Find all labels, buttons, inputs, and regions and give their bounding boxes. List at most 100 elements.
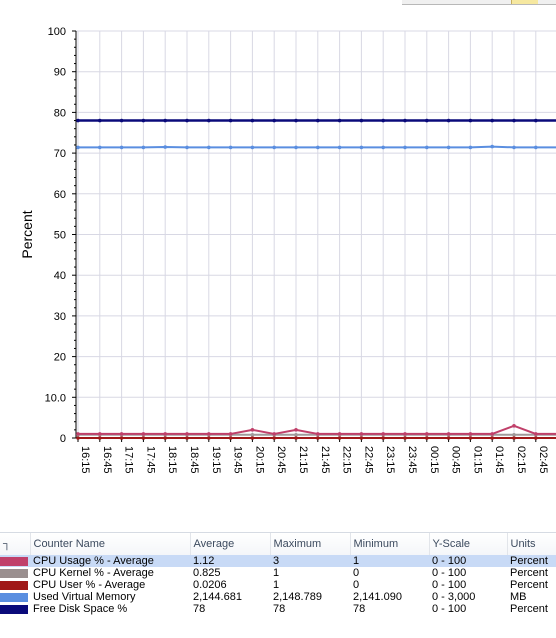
color-swatch-icon [0,604,28,614]
series-point [76,432,80,436]
series-swatch [0,591,30,603]
series-point [294,436,298,440]
counter-legend-table: ┐ Counter Name Average Maximum Minimum Y… [0,532,556,638]
series-point [250,428,255,432]
units-header[interactable]: Units [507,533,556,555]
series-point [207,432,211,436]
x-tick-label: 21:15 [297,446,309,474]
series-point [512,118,516,123]
series-point [98,118,102,123]
series-point [98,145,102,150]
x-tick-label: 16:45 [101,446,113,474]
series-swatch [0,579,30,591]
y-scale-header[interactable]: Y-Scale [429,533,508,555]
series-point [468,118,473,123]
series-point [98,436,102,440]
y-scale-value: 0 - 100 [432,603,467,615]
average-header[interactable]: Average [190,533,271,555]
counter-row-free-disk-space[interactable]: Free Disk Space % 78 78 78 0 - 100 Perce… [0,603,556,615]
color-column-header[interactable]: ┐ [0,533,31,555]
y-tick-label: 20 [54,352,66,364]
color-swatch-icon [0,556,28,566]
counter-row-cpu-usage[interactable]: CPU Usage % - Average 1.12 3 1 0 - 100 P… [0,555,556,567]
series-point [512,432,516,437]
series-swatch [0,603,30,615]
counter-row-cpu-kernel[interactable]: CPU Kernel % - Average 0.825 1 0 0 - 100… [0,567,556,579]
minimum-header[interactable]: Minimum [350,533,430,555]
maximum-header[interactable]: Maximum [270,533,351,555]
series-point [119,436,124,440]
average-value: 0.0206 [193,579,227,591]
y-scale-value: 0 - 100 [432,567,467,579]
y-tick-label: 90 [54,67,66,79]
series-point [185,432,189,436]
x-tick-label: 02:15 [515,446,527,474]
top-toolbar-fragment [402,0,556,5]
x-tick-label: 00:15 [428,446,440,474]
series-point [141,145,146,150]
series-point [490,144,495,149]
x-tick-label: 01:15 [471,446,483,474]
color-swatch-icon [0,580,28,590]
series-point [119,118,124,123]
counter-name: CPU User % - Average [33,579,146,591]
color-swatch-icon [0,568,28,578]
series-point [272,436,277,440]
series-point [534,436,538,440]
series-point [381,145,386,150]
series-point [294,428,298,432]
maximum-value: 78 [273,603,286,615]
series-point [446,145,451,150]
series-point [337,145,342,150]
series-point [337,436,342,440]
series-point [425,432,429,436]
series-point [446,432,451,436]
y-tick-label: 30 [54,311,66,323]
x-tick-label: 18:45 [188,446,200,474]
series-point [512,423,516,428]
series-point [250,118,255,123]
counter-name-header[interactable]: Counter Name [30,533,191,555]
x-tick-label: 17:15 [123,446,135,474]
series-point [534,432,538,436]
units-value: Percent [510,567,548,579]
series-point [337,432,342,436]
series-point [228,118,233,123]
series-point [490,118,495,123]
series-point [163,145,167,149]
x-tick-label: 20:15 [253,446,265,474]
counter-name: CPU Usage % - Average [30,555,190,567]
series-point [228,432,233,436]
x-tick-label: 20:45 [275,446,287,474]
series-point [534,145,538,150]
series-point [403,436,407,440]
x-tick-label: 19:45 [232,446,244,474]
counter-row-used-virtual-memory[interactable]: Used Virtual Memory 2,144.681 2,148.789 … [0,591,556,603]
x-tick-label: 21:45 [319,446,331,474]
minimum-value: 0 [353,567,360,579]
x-tick-label: 00:45 [450,446,462,474]
legend-header-row: ┐ Counter Name Average Maximum Minimum Y… [0,533,556,555]
chart-series [76,118,556,440]
series-point [250,432,255,437]
x-tick-label: 02:45 [537,446,549,474]
series-point [359,145,364,150]
series-point [207,436,211,440]
series-point [359,118,364,123]
y-tick-label: 70 [54,148,66,160]
series-point [185,436,189,440]
series-point [381,118,386,123]
series-point [490,432,495,436]
series-point [185,145,189,150]
y-scale-value: 0 - 3,000 [432,591,476,603]
series-point [468,145,473,150]
x-tick-label: 16:15 [79,446,91,474]
series-point [381,436,386,440]
series-point [294,118,298,123]
x-tick-label: 22:15 [341,446,353,474]
series-point [141,118,146,123]
y-tick-label: 60 [54,189,66,201]
series-point [490,436,495,440]
counter-row-cpu-user[interactable]: CPU User % - Average 0.0206 1 0 0 - 100 … [0,579,556,591]
line-chart: 100 90 80 70 60 50 40 30 20 10.0 0 16:15 16:45 17:15 1… [19,26,556,474]
